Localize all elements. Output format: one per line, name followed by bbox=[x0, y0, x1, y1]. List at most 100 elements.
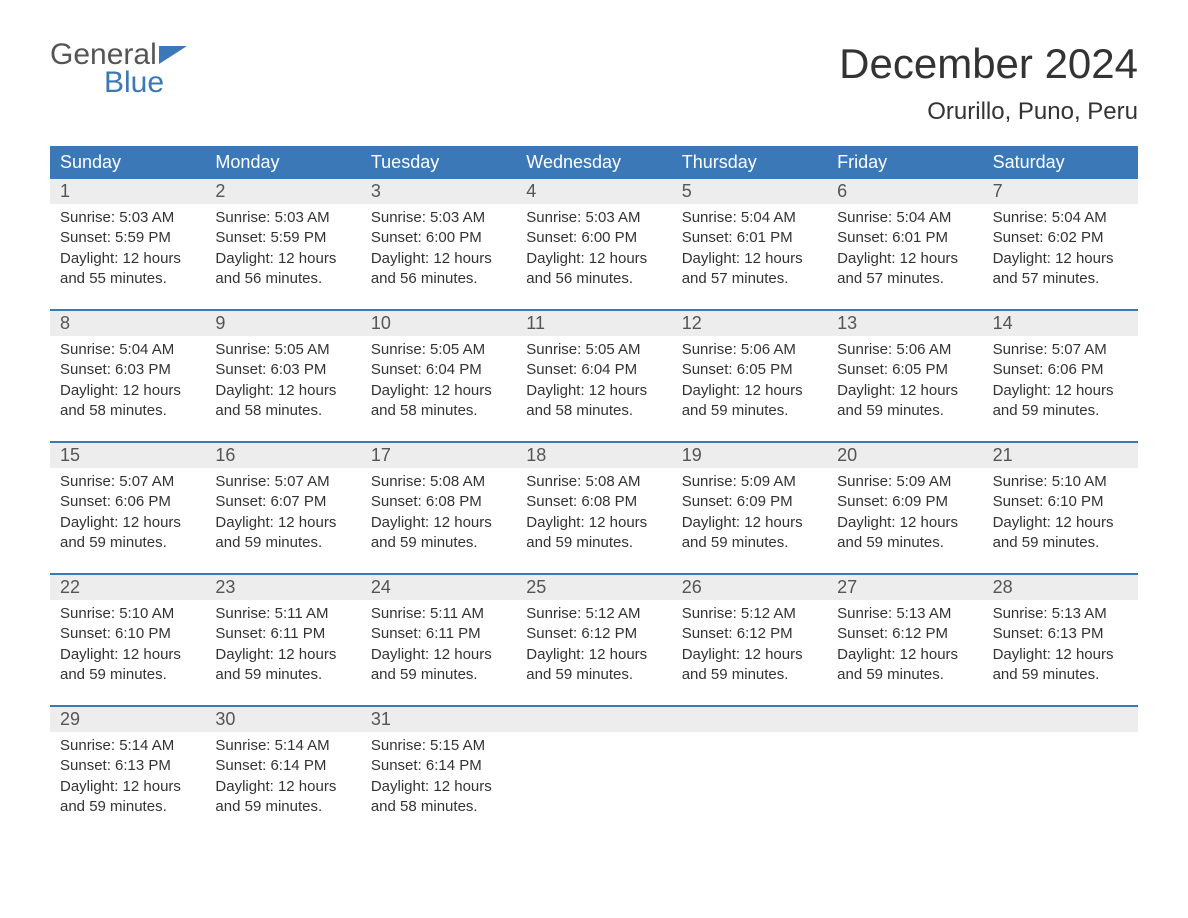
day-info-line: and 59 minutes. bbox=[371, 533, 506, 553]
day-number: 4 bbox=[516, 179, 671, 204]
day-info-line: and 59 minutes. bbox=[682, 401, 817, 421]
day-info: Sunrise: 5:03 AMSunset: 6:00 PMDaylight:… bbox=[361, 204, 516, 289]
day-number: 7 bbox=[983, 179, 1138, 204]
day-number: 29 bbox=[50, 707, 205, 732]
day-info: Sunrise: 5:11 AMSunset: 6:11 PMDaylight:… bbox=[361, 600, 516, 685]
day-number: 16 bbox=[205, 443, 360, 468]
day-info-line: Sunset: 6:12 PM bbox=[837, 624, 972, 644]
day-info-line: Sunset: 6:10 PM bbox=[60, 624, 195, 644]
calendar-cell: 10Sunrise: 5:05 AMSunset: 6:04 PMDayligh… bbox=[361, 311, 516, 427]
day-info: Sunrise: 5:09 AMSunset: 6:09 PMDaylight:… bbox=[827, 468, 982, 553]
day-info-line: Sunset: 6:11 PM bbox=[215, 624, 350, 644]
weeks-container: 1Sunrise: 5:03 AMSunset: 5:59 PMDaylight… bbox=[50, 179, 1138, 823]
day-info-line: Sunrise: 5:13 AM bbox=[837, 604, 972, 624]
day-info-line: and 56 minutes. bbox=[526, 269, 661, 289]
day-info-line: Sunset: 6:05 PM bbox=[837, 360, 972, 380]
day-info-line: Sunset: 6:08 PM bbox=[526, 492, 661, 512]
day-info-line: Daylight: 12 hours bbox=[837, 381, 972, 401]
day-header: Friday bbox=[827, 146, 982, 179]
day-number: 11 bbox=[516, 311, 671, 336]
day-info-line: Sunset: 6:11 PM bbox=[371, 624, 506, 644]
day-info-line: Sunset: 6:12 PM bbox=[526, 624, 661, 644]
day-number-empty bbox=[516, 707, 671, 732]
day-info-line: Sunrise: 5:04 AM bbox=[60, 340, 195, 360]
day-info-line: Sunset: 6:09 PM bbox=[682, 492, 817, 512]
day-info: Sunrise: 5:12 AMSunset: 6:12 PMDaylight:… bbox=[516, 600, 671, 685]
calendar-cell: 17Sunrise: 5:08 AMSunset: 6:08 PMDayligh… bbox=[361, 443, 516, 559]
day-info-line: Sunrise: 5:12 AM bbox=[682, 604, 817, 624]
day-info-line: Sunset: 6:06 PM bbox=[60, 492, 195, 512]
day-info-line: Daylight: 12 hours bbox=[526, 381, 661, 401]
header: General Blue December 2024 Orurillo, Pun… bbox=[50, 40, 1138, 126]
day-number: 5 bbox=[672, 179, 827, 204]
day-info-line: Daylight: 12 hours bbox=[371, 381, 506, 401]
day-info: Sunrise: 5:10 AMSunset: 6:10 PMDaylight:… bbox=[983, 468, 1138, 553]
day-info-line: and 59 minutes. bbox=[682, 533, 817, 553]
calendar-cell: 16Sunrise: 5:07 AMSunset: 6:07 PMDayligh… bbox=[205, 443, 360, 559]
day-info-line: Daylight: 12 hours bbox=[60, 249, 195, 269]
day-info: Sunrise: 5:06 AMSunset: 6:05 PMDaylight:… bbox=[672, 336, 827, 421]
calendar-cell: 18Sunrise: 5:08 AMSunset: 6:08 PMDayligh… bbox=[516, 443, 671, 559]
day-info-line: Sunrise: 5:05 AM bbox=[371, 340, 506, 360]
day-info: Sunrise: 5:07 AMSunset: 6:07 PMDaylight:… bbox=[205, 468, 360, 553]
day-info-line: Daylight: 12 hours bbox=[682, 381, 817, 401]
day-header: Thursday bbox=[672, 146, 827, 179]
day-number: 22 bbox=[50, 575, 205, 600]
day-number: 6 bbox=[827, 179, 982, 204]
day-info: Sunrise: 5:09 AMSunset: 6:09 PMDaylight:… bbox=[672, 468, 827, 553]
day-info-line: Sunrise: 5:03 AM bbox=[215, 208, 350, 228]
day-number: 14 bbox=[983, 311, 1138, 336]
day-info-line: Sunset: 6:06 PM bbox=[993, 360, 1128, 380]
day-info-line: Sunrise: 5:04 AM bbox=[993, 208, 1128, 228]
day-info-line: Sunset: 6:14 PM bbox=[215, 756, 350, 776]
day-info-line: Sunrise: 5:04 AM bbox=[682, 208, 817, 228]
day-info: Sunrise: 5:03 AMSunset: 5:59 PMDaylight:… bbox=[50, 204, 205, 289]
calendar-cell: 2Sunrise: 5:03 AMSunset: 5:59 PMDaylight… bbox=[205, 179, 360, 295]
logo-text-blue: Blue bbox=[104, 68, 187, 98]
day-info-line: Sunrise: 5:10 AM bbox=[993, 472, 1128, 492]
day-info-line: Daylight: 12 hours bbox=[526, 249, 661, 269]
day-info: Sunrise: 5:03 AMSunset: 5:59 PMDaylight:… bbox=[205, 204, 360, 289]
day-number: 13 bbox=[827, 311, 982, 336]
day-info-line: Daylight: 12 hours bbox=[993, 645, 1128, 665]
calendar-cell bbox=[672, 707, 827, 823]
day-info-line: Daylight: 12 hours bbox=[526, 645, 661, 665]
calendar-cell: 6Sunrise: 5:04 AMSunset: 6:01 PMDaylight… bbox=[827, 179, 982, 295]
day-info-line: Sunset: 6:07 PM bbox=[215, 492, 350, 512]
day-info-line: Sunrise: 5:05 AM bbox=[215, 340, 350, 360]
logo-triangle-icon bbox=[159, 46, 187, 64]
day-info-line: Sunset: 6:01 PM bbox=[682, 228, 817, 248]
day-number: 27 bbox=[827, 575, 982, 600]
day-info-line: and 56 minutes. bbox=[371, 269, 506, 289]
day-info-line: Sunrise: 5:08 AM bbox=[371, 472, 506, 492]
day-info: Sunrise: 5:14 AMSunset: 6:13 PMDaylight:… bbox=[50, 732, 205, 817]
calendar-cell: 14Sunrise: 5:07 AMSunset: 6:06 PMDayligh… bbox=[983, 311, 1138, 427]
calendar-cell: 21Sunrise: 5:10 AMSunset: 6:10 PMDayligh… bbox=[983, 443, 1138, 559]
day-info-line: and 59 minutes. bbox=[682, 665, 817, 685]
title-block: December 2024 Orurillo, Puno, Peru bbox=[839, 40, 1138, 126]
day-info-line: Sunrise: 5:09 AM bbox=[837, 472, 972, 492]
day-number: 1 bbox=[50, 179, 205, 204]
logo: General Blue bbox=[50, 40, 187, 98]
day-number: 31 bbox=[361, 707, 516, 732]
day-info-line: Daylight: 12 hours bbox=[837, 645, 972, 665]
day-info-line: Sunrise: 5:07 AM bbox=[60, 472, 195, 492]
day-info: Sunrise: 5:08 AMSunset: 6:08 PMDaylight:… bbox=[516, 468, 671, 553]
day-number: 9 bbox=[205, 311, 360, 336]
week-row: 15Sunrise: 5:07 AMSunset: 6:06 PMDayligh… bbox=[50, 441, 1138, 559]
day-number-empty bbox=[827, 707, 982, 732]
day-info-line: and 59 minutes. bbox=[215, 665, 350, 685]
day-info-line: Sunrise: 5:13 AM bbox=[993, 604, 1128, 624]
day-info-line: Sunset: 6:05 PM bbox=[682, 360, 817, 380]
day-info-line: Daylight: 12 hours bbox=[682, 513, 817, 533]
calendar-cell: 4Sunrise: 5:03 AMSunset: 6:00 PMDaylight… bbox=[516, 179, 671, 295]
calendar-cell: 26Sunrise: 5:12 AMSunset: 6:12 PMDayligh… bbox=[672, 575, 827, 691]
day-info: Sunrise: 5:04 AMSunset: 6:02 PMDaylight:… bbox=[983, 204, 1138, 289]
day-info-line: Sunset: 6:08 PM bbox=[371, 492, 506, 512]
calendar-cell: 22Sunrise: 5:10 AMSunset: 6:10 PMDayligh… bbox=[50, 575, 205, 691]
day-info-line: Sunset: 6:02 PM bbox=[993, 228, 1128, 248]
day-info-line: Daylight: 12 hours bbox=[215, 381, 350, 401]
day-header-row: Sunday Monday Tuesday Wednesday Thursday… bbox=[50, 146, 1138, 179]
day-info-line: Sunrise: 5:06 AM bbox=[682, 340, 817, 360]
day-info-line: Sunrise: 5:09 AM bbox=[682, 472, 817, 492]
